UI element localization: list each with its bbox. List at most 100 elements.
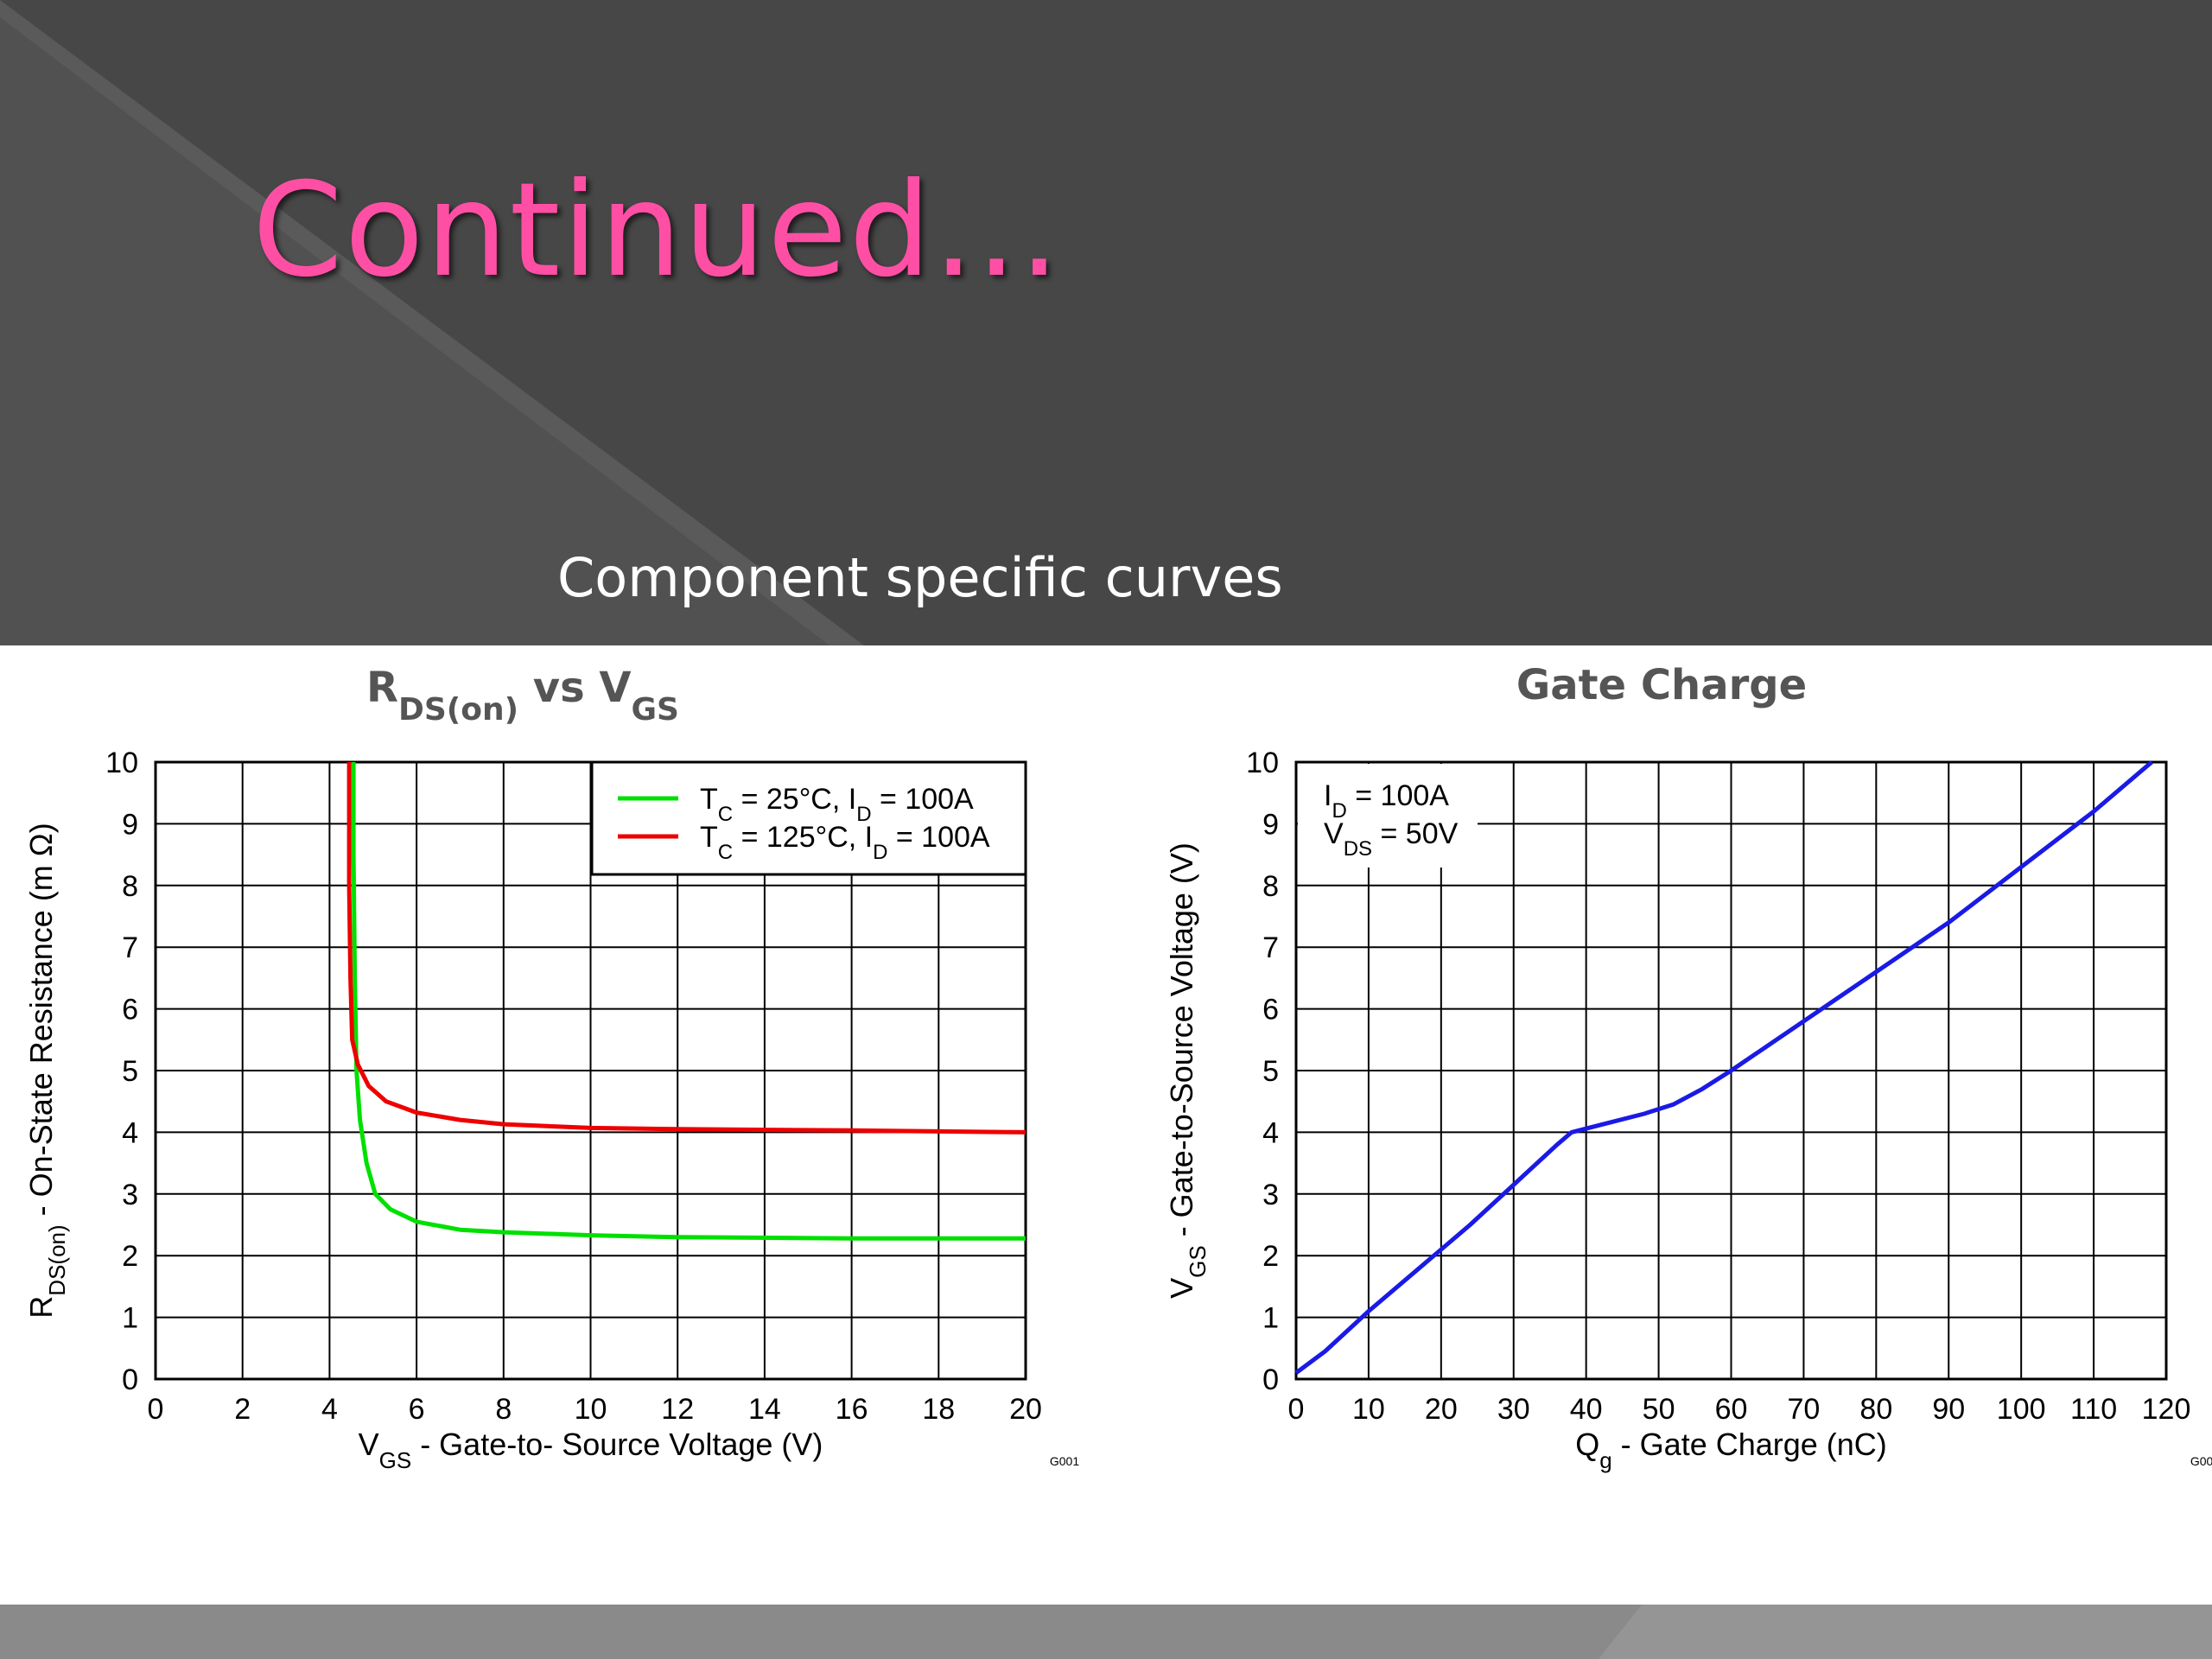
y-tick-label: 3 [122,1179,138,1211]
y-tick-label: 8 [1262,870,1279,903]
plot-frame [1294,760,2168,1381]
annotation-text: ID = 100A [1324,779,1449,823]
x-tick-label: 20 [1425,1393,1458,1426]
charts-panel: RDS(on) vs VGS 0 2 4 6 8 10 12 14 16 18 20 0 1 2 3 4 5 6 7 8… [0,645,2212,1605]
x-axis-label-part: GS [379,1447,412,1473]
y-axis-label: RDS(on) - On-State Resistance (m Ω) [23,823,70,1318]
x-tick-label: 80 [1859,1393,1892,1426]
x-axis-label-part: g [1599,1447,1611,1473]
y-tick-label: 5 [1262,1055,1279,1088]
x-tick-label: 2 [234,1393,251,1426]
x-axis-label: Qg - Gate Charge (nC) [1575,1427,1887,1473]
annotation-text-part: DS [1344,837,1372,861]
x-tick-label: 120 [2142,1393,2191,1426]
series-line-1 [1294,760,2153,1375]
y-tick-label: 1 [1262,1302,1279,1335]
y-tick-label: 7 [1262,931,1279,964]
x-tick-label: 100 [1997,1393,2046,1426]
legend-box [590,760,1027,876]
y-tick-label: 10 [105,747,138,779]
y-tick-label: 5 [122,1055,138,1088]
x-tick-label: 20 [1009,1393,1042,1426]
x-tick-label: 10 [575,1393,607,1426]
chart-title-part: DS(on) [398,692,518,728]
series-line-1 [351,762,1026,1241]
figure-code: G001 [1050,1454,1079,1468]
x-tick-label: 90 [1932,1393,1965,1426]
x-tick-label: 18 [922,1393,955,1426]
y-axis-label: VGS - Gate-to-Source Voltage (V) [1164,842,1211,1299]
x-tick-label: 8 [495,1393,512,1426]
chart-title: Gate Charge [1516,661,1807,709]
x-tick-label: 50 [1643,1393,1675,1426]
y-axis-label-part: V [1164,1278,1199,1299]
y-tick-label: 10 [1246,747,1279,779]
x-tick-label: 0 [148,1393,164,1426]
x-axis-label: VGS - Gate-to- Source Voltage (V) [359,1427,823,1473]
y-axis-label-part: GS [1185,1245,1211,1278]
y-tick-label: 8 [122,870,138,903]
legend-entry-part: T [700,783,718,816]
y-tick-label: 4 [1262,1116,1279,1149]
chart-title-part: vs V [518,664,631,712]
y-tick-label: 0 [1262,1363,1279,1396]
legend-entry-part: = 100A [872,783,974,816]
x-axis-label-part: - Gate-to- Source Voltage (V) [411,1427,823,1462]
legend-entry-part: D [873,841,887,864]
annotation-box [1298,764,1478,868]
y-tick-label: 7 [122,931,138,964]
series-line-2 [346,762,1027,1135]
legend-entry-part: C [718,841,733,864]
chart-title-part: GS [632,692,679,728]
y-axis-label-part: DS(on) [44,1224,70,1295]
y-tick-label: 9 [122,808,138,841]
chart-title: RDS(on) vs VGS [366,664,679,728]
x-tick-label: 70 [1788,1393,1821,1426]
legend-entry-part: = 100A [887,821,989,854]
y-tick-label: 2 [1262,1240,1279,1273]
x-axis-label-part: V [359,1427,379,1462]
x-tick-label: 14 [748,1393,781,1426]
legend-entry-part: C [718,803,733,826]
x-tick-label: 30 [1497,1393,1530,1426]
legend-entry-part: D [856,803,871,826]
y-tick-label: 2 [122,1240,138,1273]
y-tick-label: 6 [122,994,138,1027]
figure-code: G001 [2190,1454,2212,1468]
x-axis-label-part: - Gate Charge (nC) [1612,1427,1887,1462]
x-tick-label: 10 [1352,1393,1385,1426]
annotation-text-part: D [1332,799,1346,823]
legend-entry-part: = 125°C, I [733,821,873,854]
y-tick-label: 0 [122,1363,138,1396]
y-axis-label-part: - On-State Resistance (m Ω) [23,823,59,1224]
annotation-text: VDS = 50V [1324,817,1459,861]
chart-title-part: R [366,664,398,712]
y-tick-label: 4 [122,1116,138,1149]
y-tick-label: 6 [1262,994,1279,1027]
x-tick-label: 0 [1288,1393,1305,1426]
x-tick-label: 4 [321,1393,338,1426]
slide-subtitle: Component specific curves [557,546,1283,609]
y-tick-label: 9 [1262,808,1279,841]
y-axis-label-part: R [23,1296,59,1319]
legend-entry: TC = 125°C, ID = 100A [700,821,990,864]
x-axis-label-part: Q [1575,1427,1599,1462]
annotation-text-part: = 100A [1347,779,1449,812]
legend-entry-part: T [700,821,718,854]
y-tick-label: 3 [1262,1179,1279,1211]
annotation-text-part: I [1324,779,1332,812]
x-tick-label: 110 [2070,1393,2117,1426]
x-tick-label: 6 [409,1393,425,1426]
y-axis-label-part: - Gate-to-Source Voltage (V) [1164,842,1199,1245]
x-tick-label: 60 [1715,1393,1748,1426]
x-tick-label: 12 [661,1393,694,1426]
slide-title: Continued... [252,156,1062,306]
annotation-text-part: = 50V [1372,817,1459,850]
legend-entry-part: = 25°C, I [733,783,856,816]
x-tick-label: 16 [836,1393,868,1426]
y-tick-label: 1 [122,1302,138,1335]
annotation-text-part: V [1324,817,1344,850]
